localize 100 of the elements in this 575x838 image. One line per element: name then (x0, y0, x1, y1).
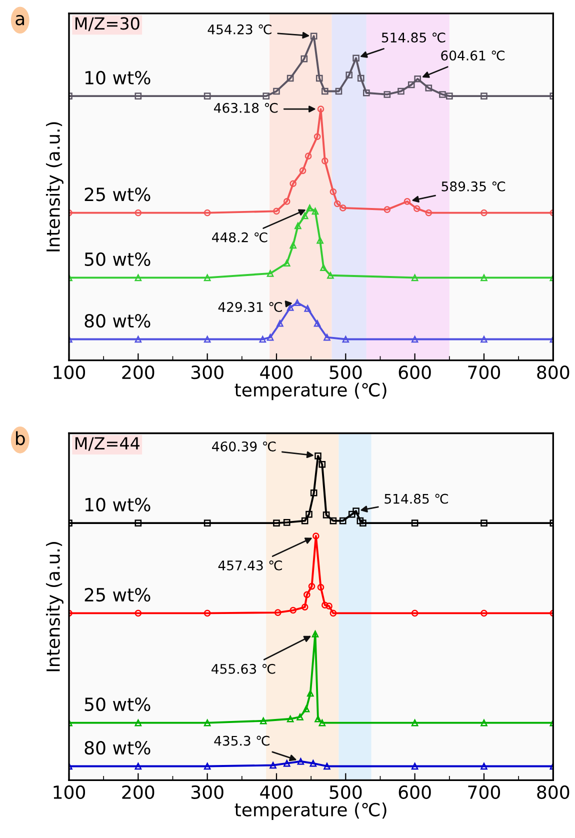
point (339, 517, 346, 524)
point (134, 92, 142, 100)
point (413, 205, 420, 212)
point (326, 602, 332, 610)
point (310, 32, 318, 40)
point (439, 91, 446, 98)
x-tick-label: 800 (537, 366, 570, 380)
series-label: 25 wt% (84, 188, 150, 202)
point (330, 610, 337, 617)
point (411, 336, 418, 343)
point (283, 260, 290, 266)
point (204, 92, 211, 100)
point (327, 272, 334, 279)
point (324, 334, 330, 341)
point (286, 304, 294, 311)
x-tick-label: 700 (468, 785, 500, 800)
point (324, 762, 330, 770)
text: a (16, 14, 24, 26)
point (204, 209, 211, 216)
point (310, 490, 318, 496)
point (312, 630, 319, 638)
point (204, 336, 211, 343)
annotation: 589.35 ℃ (442, 181, 506, 192)
point (322, 602, 328, 608)
point (414, 76, 421, 82)
point (306, 690, 314, 697)
point (276, 320, 284, 327)
point (334, 200, 341, 208)
point (425, 84, 432, 92)
point (480, 520, 488, 526)
point (360, 520, 366, 526)
point (411, 762, 418, 770)
x-tick-label: 200 (122, 785, 154, 800)
point (356, 517, 364, 524)
point (480, 336, 488, 343)
point (339, 204, 346, 212)
point (274, 609, 282, 616)
point (310, 760, 317, 767)
annotation: 460.39 ℃ (212, 441, 276, 452)
point (262, 92, 270, 100)
point (134, 762, 142, 770)
point (286, 715, 294, 722)
point (306, 204, 314, 212)
point (204, 610, 211, 617)
point (480, 762, 488, 770)
point (134, 520, 142, 526)
point (286, 74, 294, 82)
x-tick-label: 700 (468, 366, 500, 380)
point (204, 719, 211, 726)
point (446, 92, 453, 100)
point (384, 206, 391, 213)
point (317, 106, 324, 112)
point (398, 88, 404, 95)
x-tick-label: 300 (191, 785, 224, 800)
point (273, 520, 280, 526)
point (314, 715, 322, 722)
point (273, 208, 280, 215)
chart-title: M/Z=44 (75, 437, 140, 451)
point (352, 508, 360, 514)
point (259, 336, 266, 343)
point (304, 152, 312, 160)
point (204, 274, 211, 282)
point (314, 452, 322, 460)
x-tick-label: 400 (260, 366, 293, 380)
point (408, 81, 415, 88)
point (301, 604, 308, 610)
x-axis-title: temperature (℃) (234, 382, 386, 400)
point (316, 74, 323, 82)
point (290, 242, 296, 249)
x-tick-label: 600 (398, 785, 431, 800)
point (322, 512, 330, 518)
point (480, 209, 488, 216)
text: b (16, 431, 25, 446)
series-label: 10 wt% (86, 498, 150, 512)
annotation: 455.63 ℃ (212, 664, 276, 674)
point (134, 610, 142, 617)
point (480, 274, 488, 282)
point (301, 212, 308, 220)
point (411, 520, 418, 526)
x-tick-label: 500 (330, 366, 362, 380)
x-axis-title: temperature (℃) (234, 802, 386, 820)
point (346, 72, 353, 78)
point (300, 55, 308, 62)
point (320, 264, 327, 272)
point (134, 209, 142, 216)
annotation: 463.18 ℃ (214, 102, 278, 113)
point (480, 92, 488, 100)
series-label: 80 wt% (84, 314, 150, 328)
point (314, 133, 321, 140)
annotation: 514.85 ℃ (382, 32, 446, 43)
point (318, 460, 326, 468)
point (306, 510, 312, 518)
point (270, 762, 276, 769)
point (290, 180, 296, 188)
x-tick-label: 300 (191, 366, 224, 380)
point (290, 606, 296, 614)
point (316, 236, 324, 244)
x-tick-label: 400 (260, 785, 293, 800)
point (348, 510, 356, 518)
series-label: 80 wt% (84, 740, 150, 755)
